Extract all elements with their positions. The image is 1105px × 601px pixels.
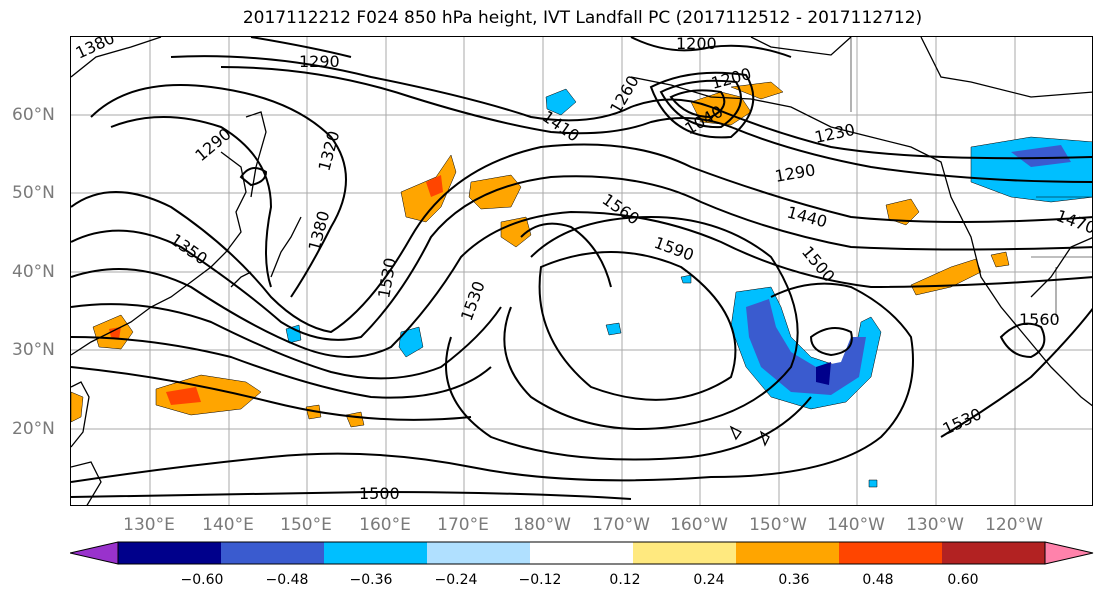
lat-label: 50°N xyxy=(12,183,55,203)
contour-label: 1560 xyxy=(599,190,643,229)
lon-label: 160°W xyxy=(670,515,728,535)
contour-label: 1530 xyxy=(374,256,400,299)
lat-label: 20°N xyxy=(12,419,55,439)
lon-label: 180°W xyxy=(513,515,571,535)
colorbar-min-extend xyxy=(70,541,119,565)
colorbar-segment xyxy=(942,542,1046,564)
contour-label: 1380 xyxy=(73,37,118,63)
colorbar-outline xyxy=(117,541,1046,565)
lon-label: 140°E xyxy=(202,515,254,535)
political-borders xyxy=(850,37,1092,317)
contour-label: 1230 xyxy=(813,120,857,147)
lon-label: 170°E xyxy=(437,515,489,535)
contour-label: 1560 xyxy=(1019,310,1060,329)
colorbar-segment xyxy=(221,542,325,564)
map-canvas: 1380 1290 1200 1260 1200 1410 1040 1230 … xyxy=(71,37,1093,505)
colorbar-segment xyxy=(530,542,634,564)
lon-label: 130°W xyxy=(906,515,964,535)
lon-label: 150°E xyxy=(280,515,332,535)
colorbar-tick-label: −0.12 xyxy=(518,572,562,588)
lon-label: 140°W xyxy=(827,515,885,535)
figure-title: 2017112212 F024 850 hPa height, IVT Land… xyxy=(242,8,923,28)
colorbar-segment xyxy=(736,542,840,564)
contour-label: 1590 xyxy=(652,233,697,265)
graticule xyxy=(71,37,1092,505)
colorbar-tick-label: 0.36 xyxy=(778,572,810,588)
colorbar-tick-label: 0.60 xyxy=(947,572,979,588)
lon-label: 170°W xyxy=(592,515,650,535)
contour-label: 1500 xyxy=(359,484,400,503)
lon-label: 160°E xyxy=(359,515,411,535)
colorbar-tick-label: −0.48 xyxy=(265,572,309,588)
colorbar-tick-label: 0.48 xyxy=(862,572,894,588)
contour-label-group: 1380 1290 1200 1260 1200 1410 1040 1230 … xyxy=(73,37,1093,503)
contour-label: 1200 xyxy=(676,37,717,53)
height-contours xyxy=(71,37,1092,500)
contour-label: 1530 xyxy=(457,279,489,324)
lon-label: 120°W xyxy=(985,515,1043,535)
contour-label: 1290 xyxy=(773,160,816,186)
colorbar-tick-label: −0.24 xyxy=(434,572,478,588)
contour-label: 1470 xyxy=(1054,206,1093,238)
colorbar-tick-label: −0.36 xyxy=(349,572,393,588)
colorbar-segment xyxy=(839,542,943,564)
colorbar-max-extend xyxy=(1044,541,1094,565)
contour-label: 1290 xyxy=(299,52,340,71)
colorbar-tick-label: 0.12 xyxy=(609,572,641,588)
colorbar-segment xyxy=(324,542,428,564)
lon-label: 130°E xyxy=(123,515,175,535)
colorbar-segment xyxy=(427,542,531,564)
contour-label: 1260 xyxy=(606,72,643,117)
colorbar-segments xyxy=(70,541,1094,565)
lon-label: 150°W xyxy=(749,515,807,535)
colorbar-segment xyxy=(633,542,737,564)
ivt-negative-shading xyxy=(285,88,1092,488)
colorbar-tick-label: −0.60 xyxy=(180,572,224,588)
map-panel: 1380 1290 1200 1260 1200 1410 1040 1230 … xyxy=(70,36,1093,506)
lat-label: 30°N xyxy=(12,340,55,360)
lat-label: 60°N xyxy=(12,105,55,125)
colorbar xyxy=(70,541,1094,565)
lat-label: 40°N xyxy=(12,262,55,282)
contour-label: 1530 xyxy=(940,404,985,438)
contour-label: 1500 xyxy=(798,242,839,285)
colorbar-segment xyxy=(118,542,222,564)
contour-label: 1440 xyxy=(785,203,829,232)
colorbar-tick-label: 0.24 xyxy=(693,572,725,588)
